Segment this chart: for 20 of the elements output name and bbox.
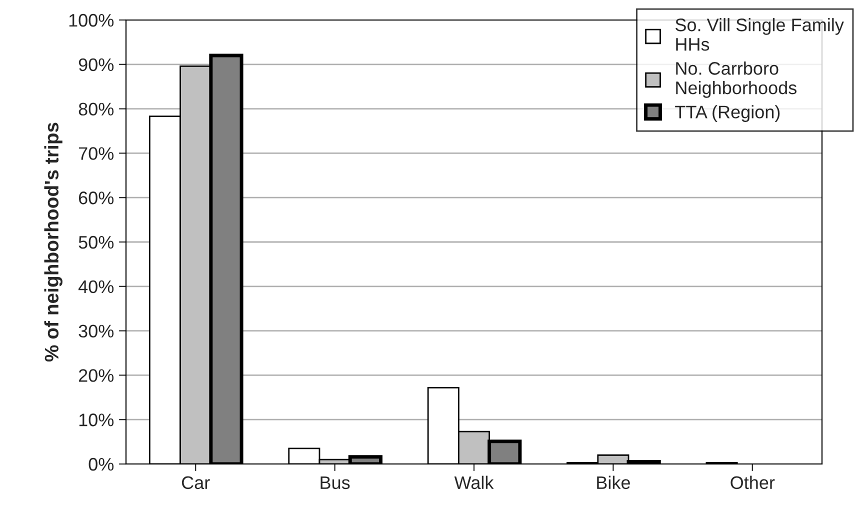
x-tick-label: Walk <box>454 476 494 490</box>
y-tick-label: 20% <box>78 369 114 382</box>
y-tick-label: 60% <box>78 192 114 204</box>
legend-label: No. Carrboro Neighborhoods <box>676 62 796 98</box>
y-tick-label: 40% <box>78 280 114 294</box>
y-axis-title: % of neighborhood's trips <box>44 122 62 362</box>
y-tick-label: 100% <box>69 14 114 27</box>
y-tick-label: 90% <box>78 58 114 72</box>
x-tick-label: Bus <box>320 476 350 490</box>
x-tick-label: Bike <box>597 476 630 490</box>
x-tick-label: Other <box>730 476 775 490</box>
x-tick-label: Car <box>182 476 210 490</box>
y-tick-label: 70% <box>78 147 114 160</box>
legend-label: So. Vill Single Family HHs <box>676 18 844 51</box>
y-tick-label: 50% <box>78 236 114 249</box>
y-tick-label: 10% <box>79 414 114 426</box>
legend-label: TTA (Region) <box>675 105 780 122</box>
y-tick-label: 0% <box>88 458 114 471</box>
y-tick-label: 80% <box>78 102 114 116</box>
y-tick-label: 30% <box>78 324 114 338</box>
